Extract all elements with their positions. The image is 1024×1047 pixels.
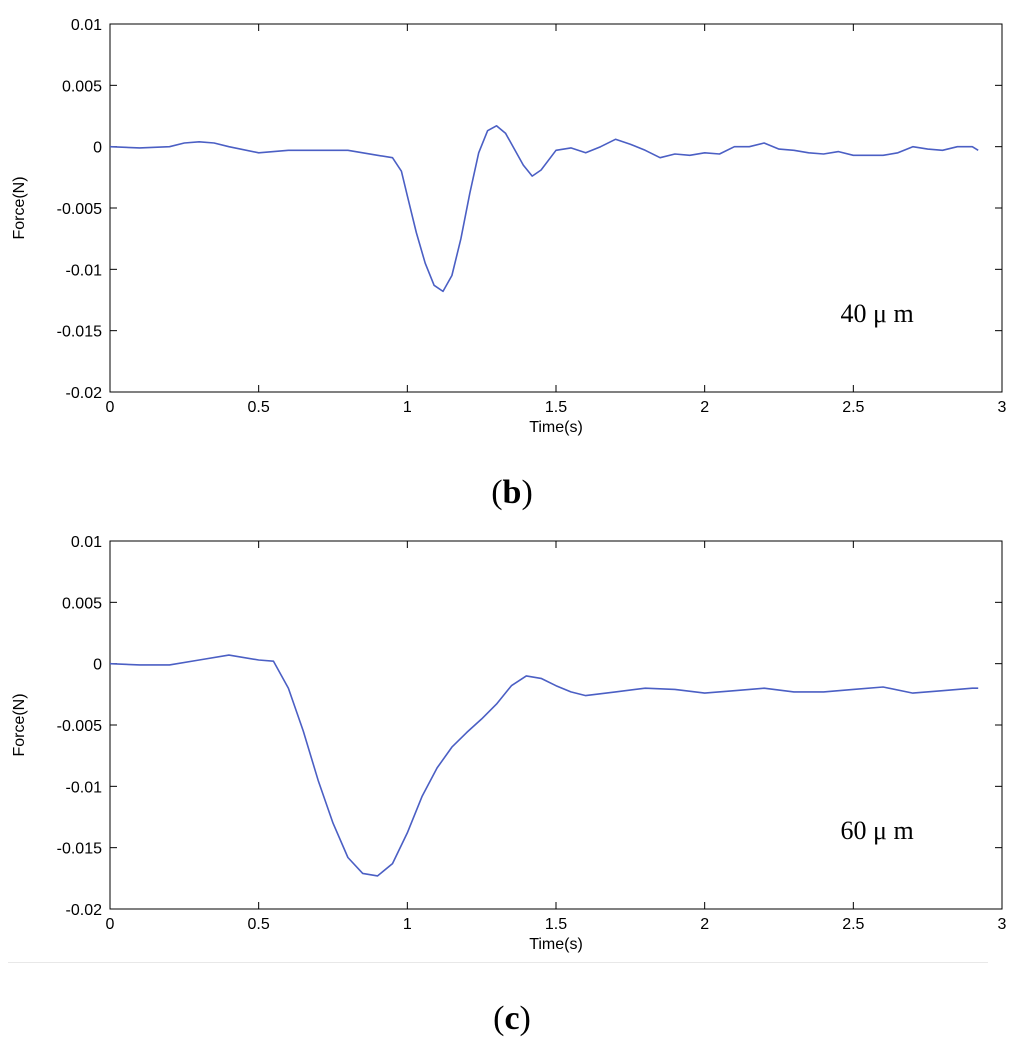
chart-panel-c: 0.01 0.005 0 -0.005 -0.01 -0.015 -0.02 0 0.5 1 1.5… [0,525,1024,1047]
caption-letter: b [502,474,522,511]
panel-caption-b: (b) [491,474,533,511]
y-tick-label: -0.02 [66,385,103,402]
y-tick-label: -0.02 [66,902,103,919]
y-tick-label: -0.005 [57,718,102,735]
x-tick-label: 1 [403,916,412,933]
y-tick-label: -0.015 [57,324,102,341]
plot-frame [109,23,1003,393]
x-tick-label: 0.5 [248,399,270,416]
y-tick-label: -0.01 [66,779,103,796]
series-line-0 [109,654,979,877]
y-tick-label: 0.005 [62,595,102,612]
thickness-annotation: 40 μ m [841,299,914,328]
x-tick-label: 2 [700,399,709,416]
x-tick-label: 0 [106,399,115,416]
x-tick-label: 2.5 [842,916,864,933]
x-tick-label: 2 [700,916,709,933]
y-tick-label: 0.005 [62,78,102,95]
y-tick-label: 0.01 [71,17,102,34]
x-axis-title: Time(s) [529,419,583,436]
y-axis-title: Force(N) [11,176,28,239]
y-tick-label: -0.015 [57,841,102,858]
y-tick-label: -0.01 [66,262,103,279]
panel-caption-c: (c) [493,1000,531,1037]
x-tick-label: 2.5 [842,399,864,416]
x-tick-label: 0 [106,916,115,933]
x-tick-label: 1.5 [545,916,567,933]
x-tick-label: 1 [403,399,412,416]
y-tick-label: 0 [93,140,102,157]
x-tick-label: 3 [998,916,1007,933]
divider [8,962,988,963]
x-tick-label: 0.5 [248,916,270,933]
x-tick-label: 3 [998,399,1007,416]
x-axis-title: Time(s) [529,936,583,953]
chart-panel-b: 0.01 0.005 0 -0.005 -0.01 -0.015 -0.02 0 0.5 1 1.5… [0,0,1024,515]
caption-letter: c [504,1000,520,1037]
thickness-annotation: 60 μ m [841,816,914,845]
y-tick-label: 0 [93,657,102,674]
series-line-0 [109,125,979,293]
plot-frame [109,540,1003,910]
y-tick-label: 0.01 [71,534,102,551]
y-axis-title: Force(N) [11,693,28,756]
y-tick-label: -0.005 [57,201,102,218]
x-tick-label: 1.5 [545,399,567,416]
